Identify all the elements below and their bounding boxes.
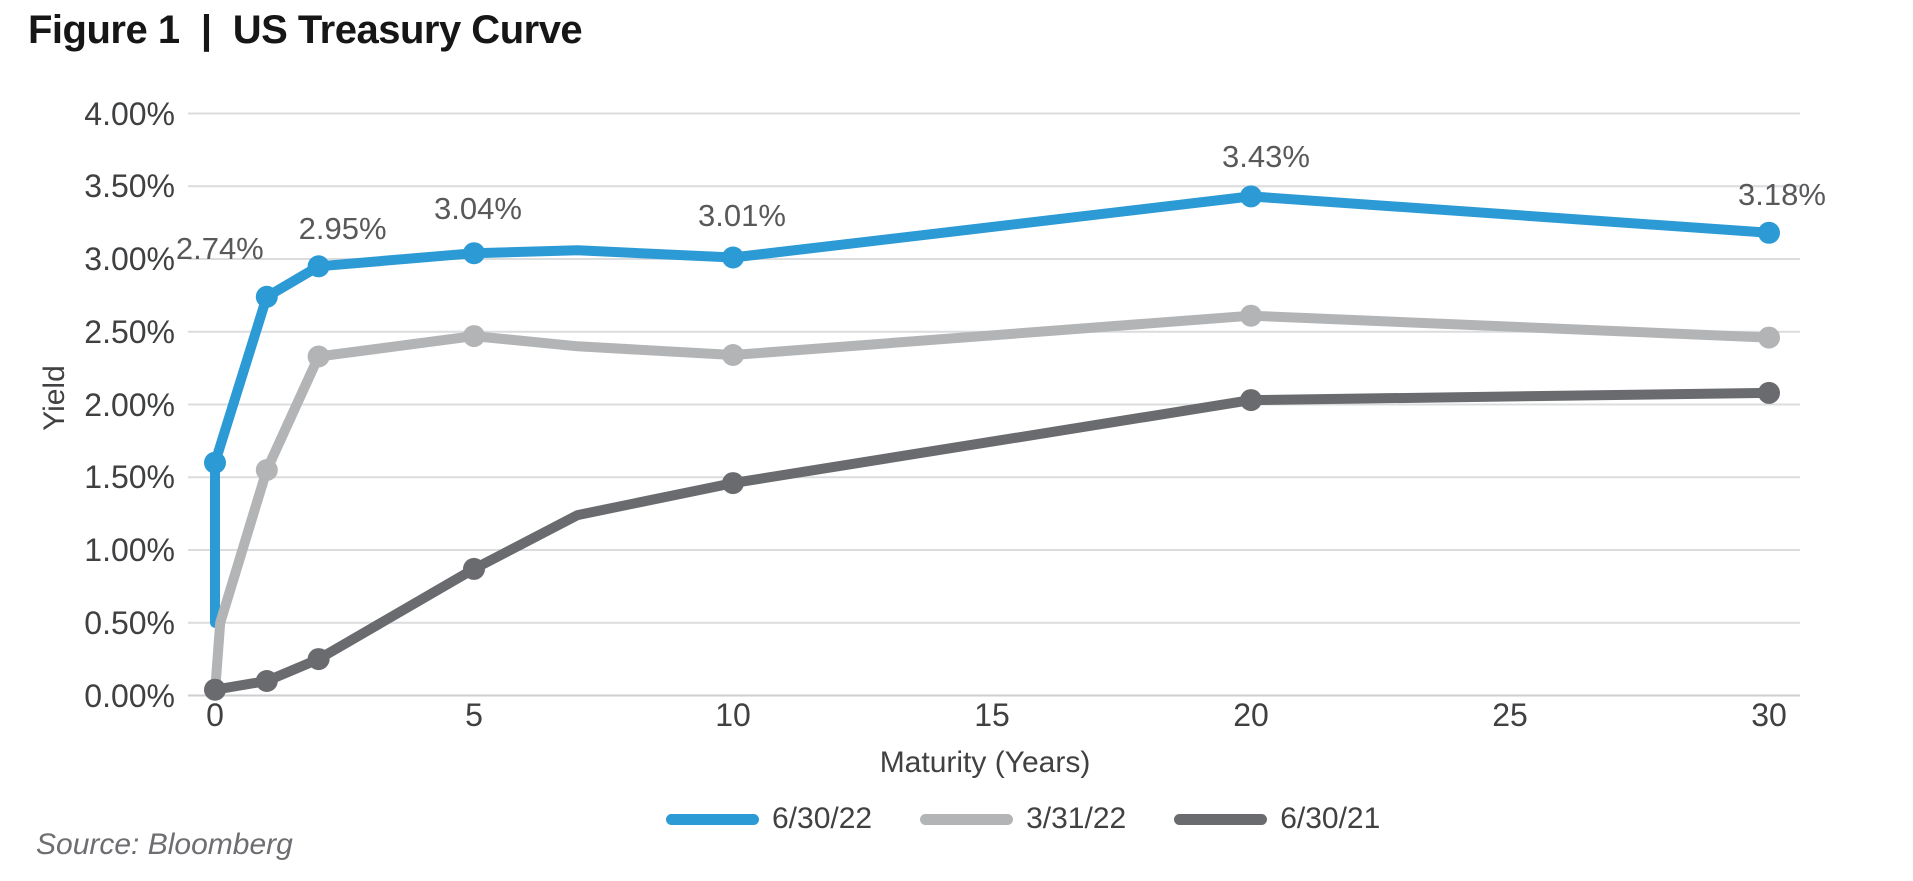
x-tick-label: 5 (465, 697, 483, 733)
legend-label: 6/30/21 (1280, 802, 1381, 835)
series-line-0 (210, 191, 1774, 628)
x-tick-label: 20 (1233, 697, 1269, 733)
data-point-marker (722, 344, 744, 366)
data-point-marker (255, 670, 278, 692)
y-tick-label: 3.00% (84, 241, 175, 277)
source-note: Source: Bloomberg (36, 828, 293, 861)
data-point-marker (255, 459, 278, 481)
data-point-marker (255, 285, 278, 308)
data-point-label: 3.04% (434, 191, 522, 227)
data-point-label: 3.18% (1738, 176, 1826, 212)
y-tick-label: 4.00% (84, 95, 175, 132)
legend-swatch-icon (1174, 813, 1268, 825)
data-point-marker (1758, 221, 1780, 244)
y-tick-label: 2.00% (84, 386, 175, 423)
y-tick-label: 0.50% (84, 604, 175, 641)
data-point-marker (1758, 326, 1780, 349)
data-point-label: 2.95% (298, 211, 387, 247)
data-point-marker (204, 678, 226, 701)
data-point-label: 3.01% (698, 197, 786, 233)
data-point-marker (722, 472, 744, 495)
series-line-1 (210, 310, 1774, 698)
legend-swatch-icon (666, 813, 759, 825)
y-axis-title: Yield (38, 365, 71, 431)
x-tick-label: 10 (715, 697, 751, 733)
data-point-marker (463, 242, 485, 265)
legend-swatch-icon (920, 813, 1014, 825)
data-point-marker (1758, 381, 1780, 404)
data-point-marker (1240, 389, 1262, 412)
figure-title: Figure 1 | US Treasury Curve (28, 8, 583, 52)
data-point-label: 2.74% (175, 230, 264, 266)
legend-item: 6/30/21 (1174, 802, 1380, 836)
x-axis-title: Maturity (Years) (879, 746, 1091, 779)
x-tick-label: 25 (1492, 697, 1528, 733)
y-tick-label: 3.50% (84, 168, 175, 205)
x-tick-label: 15 (974, 697, 1010, 733)
x-tick-label: 0 (206, 697, 224, 733)
data-point-marker (307, 648, 330, 671)
y-tick-label: 1.50% (84, 459, 175, 496)
data-point-label: 3.43% (1222, 139, 1310, 175)
x-tick-label: 30 (1751, 697, 1787, 733)
data-point-marker (1240, 185, 1262, 208)
data-point-marker (463, 325, 485, 348)
data-point-marker (722, 246, 744, 269)
y-tick-label: 0.00% (84, 677, 175, 714)
legend-label: 6/30/22 (772, 802, 873, 835)
data-point-marker (307, 345, 330, 368)
series-line-2 (210, 387, 1774, 695)
legend: 6/30/22 3/31/22 6/30/21 (666, 799, 1380, 839)
legend-item: 6/30/22 (666, 802, 872, 836)
legend-label: 3/31/22 (1026, 802, 1127, 835)
data-point-marker (1240, 304, 1262, 327)
data-point-marker (204, 451, 226, 474)
legend-item: 3/31/22 (920, 802, 1126, 836)
data-point-marker (307, 255, 330, 278)
data-point-marker (463, 557, 485, 580)
y-tick-label: 2.50% (84, 313, 175, 350)
y-tick-label: 1.00% (84, 532, 175, 568)
